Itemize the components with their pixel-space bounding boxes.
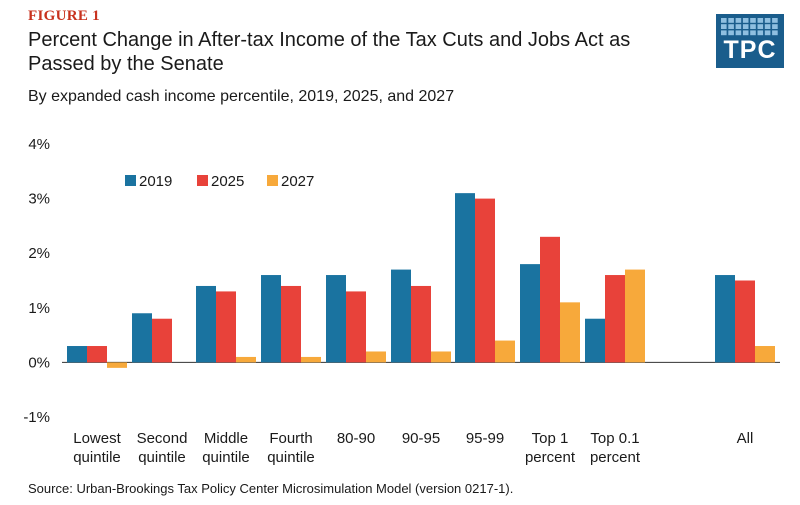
bar-2025 <box>411 285 431 363</box>
chart-subtitle: By expanded cash income percentile, 2019… <box>28 88 455 105</box>
logo-square <box>750 24 756 29</box>
bar-2019 <box>585 318 605 363</box>
bar-2027 <box>236 356 256 363</box>
category-label: 90-95 <box>402 430 440 447</box>
y-tick-label: 1% <box>28 300 50 317</box>
logo-square <box>721 24 727 29</box>
legend-swatch-2025 <box>197 175 208 186</box>
logo-square <box>721 30 727 36</box>
logo-square <box>757 18 764 23</box>
legend-label-2025: 2025 <box>211 173 244 190</box>
logo-square <box>721 18 727 23</box>
y-tick-label: 4% <box>28 136 50 153</box>
logo-square <box>750 18 756 23</box>
logo-square <box>772 30 778 36</box>
category-label: quintile <box>267 449 315 466</box>
bar-2019 <box>196 285 216 363</box>
bar-2019 <box>520 264 540 363</box>
bar-2025 <box>152 318 172 363</box>
y-tick-label: 0% <box>28 354 50 371</box>
bar-2025 <box>475 198 495 363</box>
bar-2027 <box>495 340 515 363</box>
category-label: Top 1 <box>532 430 569 447</box>
bar-2019 <box>715 275 735 363</box>
bar-2025 <box>346 291 366 363</box>
bar-2019 <box>261 275 281 363</box>
figure-label: FIGURE 1 <box>28 8 100 24</box>
bar-2025 <box>216 291 236 363</box>
bar-2025 <box>87 346 107 363</box>
logo-square <box>728 30 734 36</box>
bar-2025 <box>605 275 625 363</box>
category-label: Lowest <box>73 430 121 447</box>
bar-2019 <box>455 193 475 363</box>
source-text: Urban-Brookings Tax Policy Center Micros… <box>76 481 514 496</box>
category-label: Middle <box>204 430 248 447</box>
category-label: Fourth <box>269 430 312 447</box>
logo-square <box>772 24 778 29</box>
category-label: 95-99 <box>466 430 504 447</box>
bar-2027 <box>366 351 386 363</box>
category-label: Second <box>137 430 188 447</box>
category-label: quintile <box>73 449 121 466</box>
logo-square <box>728 18 734 23</box>
logo-square <box>728 24 734 29</box>
bar-2027 <box>755 346 775 363</box>
category-label: 80-90 <box>337 430 375 447</box>
bar-2019 <box>326 275 346 363</box>
logo-square <box>772 18 778 23</box>
category-label: quintile <box>202 449 250 466</box>
source-note: Source: Urban-Brookings Tax Policy Cente… <box>28 481 513 496</box>
logo-grid-icon <box>721 18 778 36</box>
logo-square <box>764 30 771 36</box>
legend-label-2019: 2019 <box>139 173 172 190</box>
logo-square <box>757 30 764 36</box>
y-tick-label: 2% <box>28 245 50 262</box>
logo-square <box>742 18 749 23</box>
bar-2027 <box>625 269 645 363</box>
bar-2019 <box>391 269 411 363</box>
bar-2019 <box>132 313 152 363</box>
logo-square <box>735 18 742 23</box>
bar-2025 <box>735 280 755 363</box>
logo-square <box>735 24 742 29</box>
logo-square <box>764 24 771 29</box>
logo-square <box>750 30 756 36</box>
category-label: All <box>737 430 754 447</box>
source-prefix: Source: <box>28 481 73 496</box>
bar-2027 <box>431 351 451 363</box>
y-tick-label: -1% <box>23 409 50 426</box>
legend-swatch-2019 <box>125 175 136 186</box>
legend-label-2027: 2027 <box>281 173 314 190</box>
bar-2025 <box>281 285 301 363</box>
legend-swatch-2027 <box>267 175 278 186</box>
category-label: quintile <box>138 449 186 466</box>
tpc-logo: TPC <box>716 14 784 68</box>
logo-square <box>757 24 764 29</box>
logo-square <box>735 30 742 36</box>
y-tick-label: 3% <box>28 191 50 208</box>
logo-text: TPC <box>723 36 777 64</box>
bar-2027 <box>107 362 127 368</box>
logo-square <box>742 24 749 29</box>
logo-square <box>742 30 749 36</box>
category-label: percent <box>525 449 576 466</box>
bar-2027 <box>301 356 321 363</box>
category-label: percent <box>590 449 641 466</box>
chart-title: Percent Change in After-tax Income of th… <box>28 29 631 75</box>
bar-2025 <box>540 236 560 363</box>
bar-2019 <box>67 346 87 363</box>
category-label: Top 0.1 <box>590 430 639 447</box>
bar-2027 <box>560 302 580 363</box>
logo-square <box>764 18 771 23</box>
